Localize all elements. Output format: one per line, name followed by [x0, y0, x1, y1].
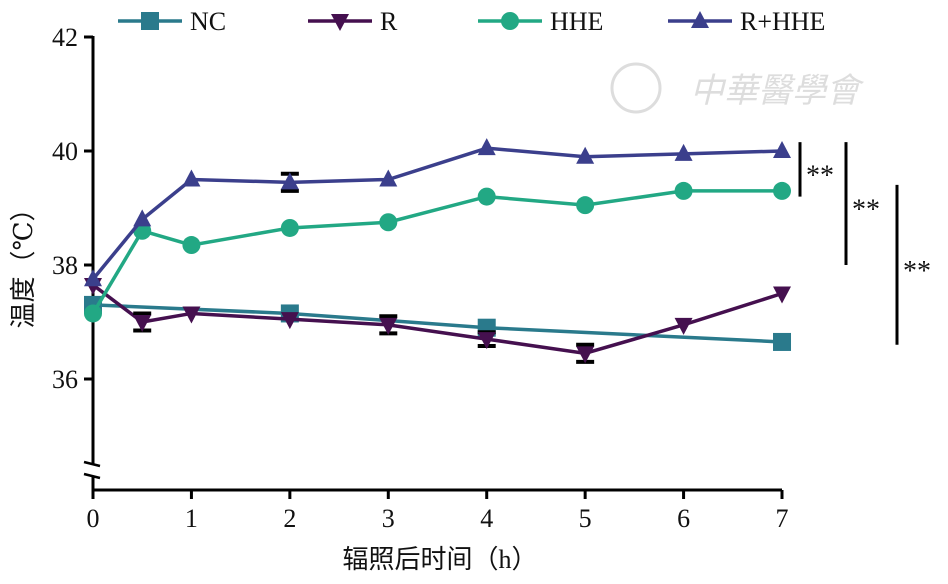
x-tick-label: 4 [480, 504, 493, 533]
significance-label: ** [852, 195, 880, 226]
y-tick-label: 40 [52, 137, 78, 166]
data-point-triangle-up [182, 169, 201, 187]
data-point-triangle-up [133, 209, 152, 227]
significance-bracket: ** [844, 142, 880, 265]
series-hhe [84, 181, 792, 323]
y-axis-label: 温度（℃） [9, 195, 38, 328]
data-point-triangle-down [477, 332, 496, 350]
significance-bracket: ** [798, 142, 834, 197]
data-point-triangle-down [576, 346, 595, 364]
data-point-circle [182, 236, 201, 255]
legend-item: HHE [478, 7, 603, 36]
data-point-triangle-up [576, 146, 595, 164]
data-point-square [773, 332, 792, 351]
data-point-circle [280, 218, 299, 237]
x-tick-label: 3 [382, 504, 395, 533]
x-tick-label: 5 [579, 504, 592, 533]
data-point-square [141, 12, 159, 30]
legend-item: NC [118, 7, 226, 36]
x-tick-label: 6 [677, 504, 690, 533]
x-tick-label: 7 [776, 504, 789, 533]
y-tick-label: 42 [52, 23, 78, 52]
series-line [91, 146, 783, 281]
legend-label: R [380, 7, 398, 36]
x-tick-label: 0 [87, 504, 100, 533]
data-point-triangle-down [182, 306, 201, 324]
data-point-circle [84, 304, 102, 323]
data-point-triangle-up [84, 269, 102, 287]
data-point-circle [674, 181, 693, 200]
data-point-triangle-down [379, 317, 398, 335]
data-point-triangle-down [331, 14, 349, 31]
data-point-triangle-down [280, 312, 299, 330]
x-axis-label: 辐照后时间（h） [342, 545, 537, 574]
legend-label: R+HHE [740, 7, 825, 36]
significance-bracket: ** [895, 184, 931, 345]
data-point-triangle-down [133, 315, 152, 332]
data-point-triangle-up [477, 138, 496, 156]
data-point-triangle-down [773, 286, 792, 304]
data-point-triangle-up [280, 172, 299, 190]
data-point-circle [477, 187, 496, 206]
data-point-circle [379, 213, 398, 232]
series-r-hhe [84, 138, 792, 287]
significance-label: ** [903, 256, 931, 287]
y-tick-label: 36 [52, 365, 78, 394]
legend-item: R [308, 7, 398, 36]
x-tick-label: 1 [185, 504, 198, 533]
legend-label: NC [190, 7, 226, 36]
axis-break-mark [83, 460, 101, 468]
legend-item: R+HHE [668, 7, 825, 36]
data-point-circle [501, 12, 519, 30]
data-point-circle [576, 196, 595, 215]
x-tick-label: 2 [283, 504, 296, 533]
y-tick-label: 38 [52, 251, 78, 280]
data-point-triangle-up [773, 141, 792, 158]
watermark: 中華醫學會 [690, 73, 865, 110]
series-r [84, 277, 792, 364]
watermark-seal-icon [610, 62, 662, 114]
data-point-triangle-up [691, 11, 709, 28]
significance-label: ** [806, 160, 834, 191]
legend-label: HHE [550, 7, 603, 36]
data-point-triangle-down [674, 317, 693, 335]
data-point-triangle-up [674, 143, 693, 161]
axis-break-mark [83, 472, 101, 480]
data-point-circle [773, 181, 792, 200]
data-point-triangle-up [379, 169, 398, 187]
